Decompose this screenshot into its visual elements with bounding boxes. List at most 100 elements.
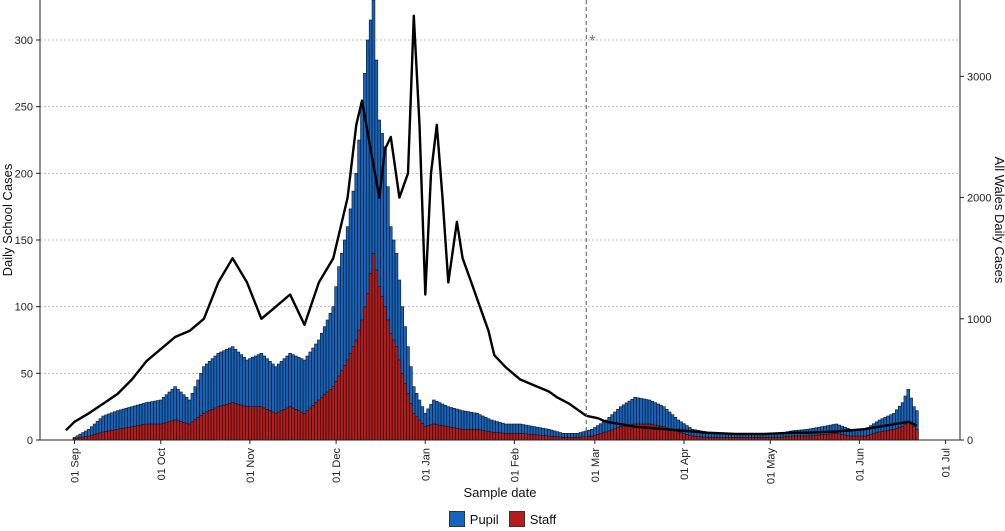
bar bbox=[797, 435, 801, 441]
bar bbox=[863, 435, 867, 441]
bar bbox=[95, 433, 100, 441]
bar bbox=[87, 435, 91, 441]
staff-bars bbox=[72, 253, 919, 441]
bar bbox=[440, 425, 445, 441]
bar bbox=[242, 405, 246, 441]
bar bbox=[130, 426, 134, 441]
bar bbox=[506, 433, 511, 441]
bar bbox=[271, 411, 275, 441]
bar bbox=[621, 425, 626, 441]
bar bbox=[256, 406, 261, 441]
bar bbox=[219, 405, 223, 441]
bar bbox=[343, 365, 347, 441]
bar bbox=[176, 420, 180, 441]
bar bbox=[420, 423, 425, 441]
bar bbox=[587, 435, 591, 441]
bar bbox=[351, 346, 356, 441]
bar bbox=[331, 386, 335, 441]
bar bbox=[512, 433, 517, 441]
bar bbox=[547, 435, 551, 441]
bar bbox=[167, 421, 172, 441]
axes bbox=[39, 0, 961, 441]
bar bbox=[380, 296, 384, 441]
bar bbox=[455, 427, 459, 441]
bar bbox=[173, 419, 177, 441]
bar bbox=[159, 423, 163, 441]
bar bbox=[400, 373, 404, 441]
bar bbox=[325, 391, 330, 441]
bar bbox=[886, 430, 890, 441]
y-right-tick-label: 3000 bbox=[967, 71, 991, 83]
bar bbox=[328, 389, 333, 441]
y-right-tick-label: 2000 bbox=[967, 193, 991, 205]
bar bbox=[857, 435, 862, 441]
bar bbox=[475, 429, 479, 441]
bar bbox=[791, 435, 795, 441]
bar bbox=[302, 413, 307, 441]
bar bbox=[383, 306, 387, 441]
bar bbox=[340, 370, 344, 441]
bar bbox=[670, 429, 675, 441]
bar bbox=[179, 421, 183, 441]
bar bbox=[912, 426, 916, 441]
bar bbox=[860, 435, 864, 441]
x-tick-label: 01 Nov bbox=[245, 448, 257, 483]
bar bbox=[823, 434, 827, 441]
bar bbox=[492, 431, 496, 441]
y-left-tick-label: 0 bbox=[27, 435, 33, 447]
bar bbox=[532, 434, 537, 441]
bar bbox=[892, 429, 896, 441]
legend-swatch-staff bbox=[508, 511, 525, 527]
bar bbox=[647, 423, 652, 441]
bar bbox=[874, 432, 879, 441]
y-right-tick-label: 0 bbox=[967, 435, 973, 447]
bar bbox=[345, 359, 350, 441]
x-tick-label: 01 Jul bbox=[941, 448, 953, 477]
bar bbox=[141, 424, 146, 441]
bar bbox=[205, 411, 209, 441]
bar bbox=[386, 319, 390, 441]
bar bbox=[460, 429, 465, 441]
y-left-tick-label: 50 bbox=[21, 368, 33, 380]
bar bbox=[800, 435, 804, 441]
bar bbox=[124, 427, 128, 441]
bar bbox=[291, 407, 295, 441]
pupil-bars bbox=[72, 0, 919, 441]
y-left-tick-label: 200 bbox=[15, 168, 33, 180]
bar bbox=[170, 420, 174, 441]
bar bbox=[288, 406, 292, 441]
bar bbox=[851, 435, 856, 441]
bar bbox=[469, 429, 473, 441]
bar bbox=[314, 402, 318, 441]
bar bbox=[529, 434, 534, 441]
bar bbox=[432, 423, 436, 441]
y-left-tick-label: 300 bbox=[15, 35, 33, 47]
bar bbox=[308, 407, 312, 441]
x-tick-label: 01 Jan bbox=[420, 448, 432, 481]
bar bbox=[423, 426, 427, 441]
x-axis-title: Sample date bbox=[464, 485, 537, 500]
bar bbox=[317, 399, 321, 441]
bar bbox=[164, 422, 169, 441]
bar bbox=[118, 428, 123, 441]
annotation-text: * bbox=[589, 33, 595, 50]
x-tick-label: 01 May bbox=[765, 448, 777, 485]
bar bbox=[357, 329, 361, 441]
bar bbox=[127, 426, 131, 441]
bar bbox=[478, 429, 482, 441]
bar bbox=[193, 419, 197, 441]
bar bbox=[285, 407, 289, 441]
bar bbox=[107, 430, 111, 441]
bar bbox=[785, 436, 790, 441]
bar bbox=[846, 435, 850, 441]
bar bbox=[276, 411, 281, 441]
bar bbox=[187, 423, 192, 441]
bar bbox=[230, 402, 235, 441]
bar bbox=[541, 435, 545, 441]
bar bbox=[682, 433, 686, 441]
bar bbox=[452, 427, 456, 441]
bar bbox=[417, 419, 422, 441]
bar bbox=[360, 319, 364, 441]
bar bbox=[544, 435, 548, 441]
bar bbox=[535, 434, 540, 441]
